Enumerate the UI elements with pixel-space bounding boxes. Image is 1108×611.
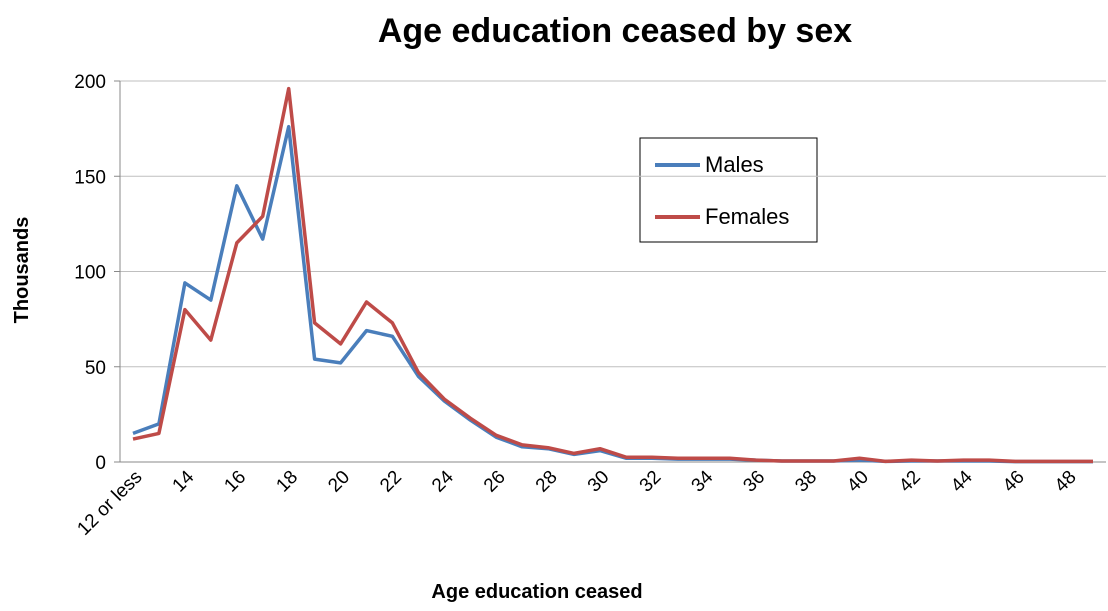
x-tick-label: 28 xyxy=(532,467,562,497)
x-tick-label: 34 xyxy=(688,466,718,496)
x-tick-label: 30 xyxy=(584,467,614,497)
x-tick-label: 24 xyxy=(428,466,458,496)
x-tick-label: 36 xyxy=(739,467,769,497)
y-tick-label: 100 xyxy=(74,263,106,284)
x-tick-label: 14 xyxy=(169,466,199,496)
x-tick-label: 44 xyxy=(947,466,977,496)
y-axis-label: Thousands xyxy=(11,217,33,324)
y-tick-label: 200 xyxy=(74,72,106,93)
x-tick-label: 48 xyxy=(1051,467,1081,497)
x-tick-label: 46 xyxy=(999,467,1029,497)
x-axis-label: Age education ceased xyxy=(431,581,642,603)
x-tick-label: 42 xyxy=(895,467,925,497)
chart-title: Age education ceased by sex xyxy=(378,12,852,50)
legend-label: Females xyxy=(705,204,789,229)
x-tick-label: 26 xyxy=(480,467,510,497)
data-line xyxy=(132,124,1093,464)
legend-label: Males xyxy=(705,152,764,177)
legend-box xyxy=(639,137,818,243)
x-tick-label: 38 xyxy=(791,467,821,497)
y-tick-label: 50 xyxy=(85,358,106,379)
y-tick-label: 0 xyxy=(95,453,106,474)
x-tick-label: 12 or less xyxy=(73,467,146,540)
x-tick-label: 32 xyxy=(636,467,666,497)
x-tick-label: 18 xyxy=(272,467,302,497)
x-tick-label: 20 xyxy=(324,467,354,497)
x-tick-label: 40 xyxy=(843,467,873,497)
y-tick-label: 150 xyxy=(74,167,106,188)
data-line xyxy=(132,86,1093,464)
x-tick-label: 22 xyxy=(376,467,406,497)
x-tick-label: 16 xyxy=(221,467,251,497)
